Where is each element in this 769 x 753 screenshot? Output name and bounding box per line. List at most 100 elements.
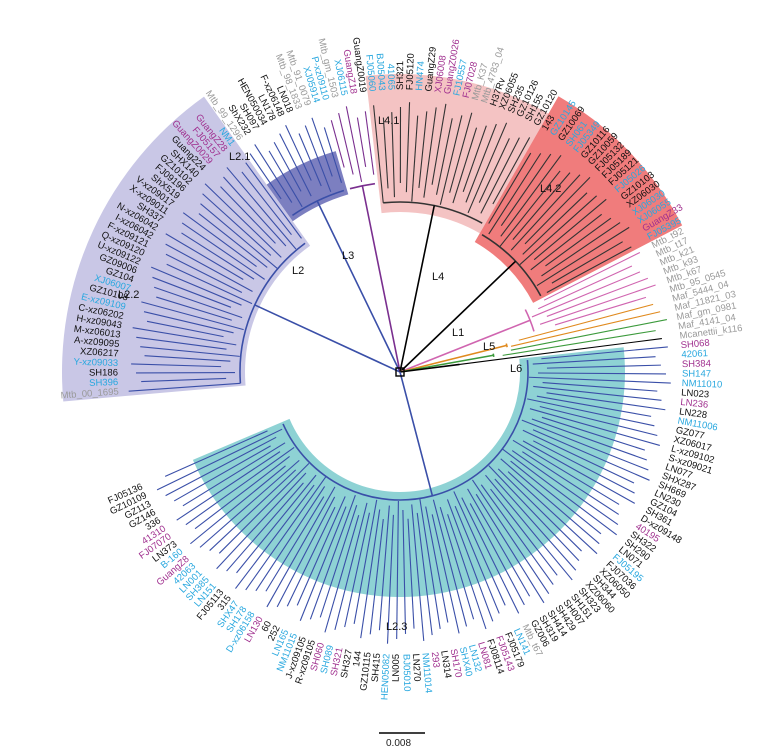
leaf-label: GuangZ29 <box>423 46 439 92</box>
tip-branch <box>165 436 277 497</box>
tip-branch <box>144 355 231 362</box>
stem-branch <box>316 200 401 373</box>
tip-branch <box>182 442 286 507</box>
tip-branch <box>199 459 300 548</box>
scale-bar-label: 0.008 <box>386 738 411 749</box>
tip-branch <box>467 488 531 597</box>
scale-bar: 0.008 <box>379 732 425 749</box>
stem-branch <box>399 205 436 373</box>
branch-layer <box>128 102 671 644</box>
tip-branch <box>551 241 623 284</box>
tip-branch <box>478 138 510 203</box>
tip-branch <box>181 222 265 280</box>
tip-branch <box>546 277 649 317</box>
tip-branch <box>531 271 641 318</box>
tip-branch <box>510 460 602 535</box>
tip-branch <box>461 497 520 614</box>
tip-branch <box>236 474 317 574</box>
tip-branch <box>185 447 295 526</box>
tip-branch <box>462 125 487 192</box>
leaf-label: 42061 <box>681 348 708 361</box>
tip-branch <box>141 377 227 383</box>
leaf-label: 41065 <box>385 64 397 91</box>
tip-branch <box>554 296 647 326</box>
tip-branch <box>131 363 222 368</box>
tip-branch <box>405 102 411 193</box>
lineage-label-l2-3: L2.3 <box>386 621 407 633</box>
tip-branch <box>537 372 666 375</box>
clade-band-l2-1 <box>266 151 349 222</box>
tip-branch <box>529 408 660 446</box>
tip-branch <box>469 503 525 606</box>
leaf-label: LN023 <box>681 387 710 400</box>
lineage-label-l1: L1 <box>452 327 464 339</box>
tip-branch <box>241 171 292 236</box>
tip-branch <box>475 493 545 604</box>
lineage-label-l4-1: L4.1 <box>378 115 399 127</box>
tip-branch <box>546 392 666 411</box>
tip-branch <box>546 246 632 294</box>
lineage-label-l6: L6 <box>510 363 522 375</box>
stem-branch <box>254 304 401 373</box>
tip-branch <box>245 476 327 591</box>
tip-branch <box>522 451 620 515</box>
tip-branch <box>531 418 647 461</box>
tip-branch <box>164 430 268 477</box>
leaf-label: A-xz09095 <box>74 335 120 350</box>
tip-branch <box>494 478 577 571</box>
tip-branch <box>202 193 272 256</box>
tip-branch <box>345 106 363 182</box>
tip-branch <box>500 153 552 226</box>
tip-branch <box>539 284 656 325</box>
tip-branch <box>522 429 635 484</box>
tip-branch <box>454 505 500 614</box>
tip-branch <box>431 103 447 185</box>
leaf-label: LN270 <box>410 653 423 682</box>
tip-branch <box>407 518 415 629</box>
root-node <box>395 367 405 377</box>
tip-branch <box>143 311 234 334</box>
tip-branch <box>425 506 449 623</box>
tip-branch <box>510 174 581 251</box>
clade-arc <box>239 242 306 384</box>
leaf-label-layer: Mtb_00_1695SH396SH186Y-xz09033XZ06217A-x… <box>60 37 743 701</box>
tip-branch <box>510 311 661 347</box>
tip-branch <box>546 364 661 369</box>
tip-branch <box>273 141 302 192</box>
tip-branch <box>402 509 407 634</box>
leaf-label: SH321 <box>395 61 406 90</box>
tip-branch <box>522 440 636 504</box>
tip-branch <box>141 301 244 331</box>
tip-branch <box>431 514 460 634</box>
leaf-label: NM11010 <box>682 378 723 391</box>
tip-branch <box>533 385 662 401</box>
tip-branch <box>527 398 655 427</box>
tip-branch <box>235 484 315 589</box>
tip-branch <box>165 243 253 293</box>
tip-branch <box>396 500 399 639</box>
tip-branch <box>524 176 591 245</box>
tip-branch <box>518 303 654 341</box>
tip-branch <box>276 496 336 608</box>
tip-branch <box>499 170 561 248</box>
tip-branch <box>204 183 282 258</box>
tip-branch <box>198 213 268 268</box>
tip-branch <box>500 458 600 545</box>
tip-branch <box>439 115 463 205</box>
lineage-label-l4-2: L4.2 <box>540 183 561 195</box>
tip-branch <box>154 286 243 319</box>
tip-branch <box>492 137 531 205</box>
tip-branch <box>165 253 243 293</box>
tip-branch <box>140 346 240 357</box>
tip-branch <box>382 117 389 189</box>
tip-branch <box>311 117 333 177</box>
tip-branch <box>165 233 244 280</box>
leaf-label: SH068 <box>680 338 710 352</box>
tip-branch <box>226 167 297 250</box>
tip-branch <box>510 319 668 351</box>
tip-branch <box>226 482 304 572</box>
tip-branch <box>245 162 302 239</box>
tip-branch <box>190 465 286 545</box>
tip-branch <box>435 118 453 195</box>
tip-branch <box>480 484 554 585</box>
